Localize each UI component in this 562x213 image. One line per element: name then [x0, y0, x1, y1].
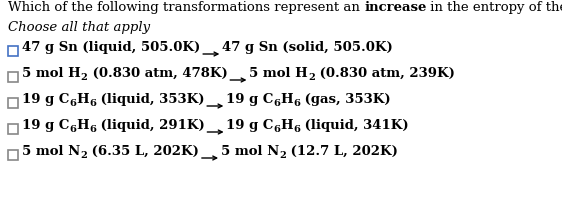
Text: in the entropy of the system.: in the entropy of the system. — [427, 1, 562, 14]
Text: 47 g Sn (liquid, 505.0K): 47 g Sn (liquid, 505.0K) — [22, 41, 200, 54]
Text: (0.830 atm, 478K): (0.830 atm, 478K) — [88, 67, 228, 80]
Text: Which of the following transformations represent an: Which of the following transformations r… — [8, 1, 364, 14]
Text: (liquid, 291K): (liquid, 291K) — [96, 119, 205, 132]
Text: (liquid, 341K): (liquid, 341K) — [300, 119, 409, 132]
Bar — [8, 124, 18, 134]
Text: 2: 2 — [308, 72, 315, 82]
Text: 2: 2 — [81, 72, 88, 82]
Text: (gas, 353K): (gas, 353K) — [300, 93, 391, 106]
Bar — [8, 46, 18, 56]
Text: H: H — [281, 119, 293, 132]
Text: 19 g C: 19 g C — [226, 119, 274, 132]
Text: 6: 6 — [293, 98, 300, 108]
Bar — [8, 72, 18, 82]
Text: (0.830 atm, 239K): (0.830 atm, 239K) — [315, 67, 455, 80]
Text: 19 g C: 19 g C — [22, 119, 69, 132]
Text: H: H — [76, 93, 89, 106]
Text: 5 mol N: 5 mol N — [221, 145, 279, 158]
Text: H: H — [280, 93, 293, 106]
Text: increase: increase — [364, 1, 427, 14]
Text: 6: 6 — [274, 98, 280, 108]
Text: 6: 6 — [69, 98, 76, 108]
Text: (liquid, 353K): (liquid, 353K) — [96, 93, 204, 106]
Text: 5 mol H: 5 mol H — [250, 67, 308, 80]
Text: 19 g C: 19 g C — [226, 93, 274, 106]
Bar — [8, 98, 18, 108]
Text: 5 mol H: 5 mol H — [22, 67, 81, 80]
Text: (12.7 L, 202K): (12.7 L, 202K) — [286, 145, 398, 158]
Text: 19 g C: 19 g C — [22, 93, 69, 106]
Text: 6: 6 — [274, 125, 281, 134]
Text: 5 mol N: 5 mol N — [22, 145, 80, 158]
Text: 6: 6 — [293, 125, 300, 134]
Text: 6: 6 — [69, 125, 76, 134]
Text: 6: 6 — [89, 98, 96, 108]
Text: H: H — [76, 119, 89, 132]
Text: 47 g Sn (solid, 505.0K): 47 g Sn (solid, 505.0K) — [222, 41, 393, 54]
Text: (6.35 L, 202K): (6.35 L, 202K) — [87, 145, 199, 158]
Text: Choose all that apply: Choose all that apply — [8, 21, 150, 34]
Text: 2: 2 — [279, 151, 286, 160]
Text: 6: 6 — [89, 125, 96, 134]
Text: 2: 2 — [80, 151, 87, 160]
Bar — [8, 150, 18, 160]
